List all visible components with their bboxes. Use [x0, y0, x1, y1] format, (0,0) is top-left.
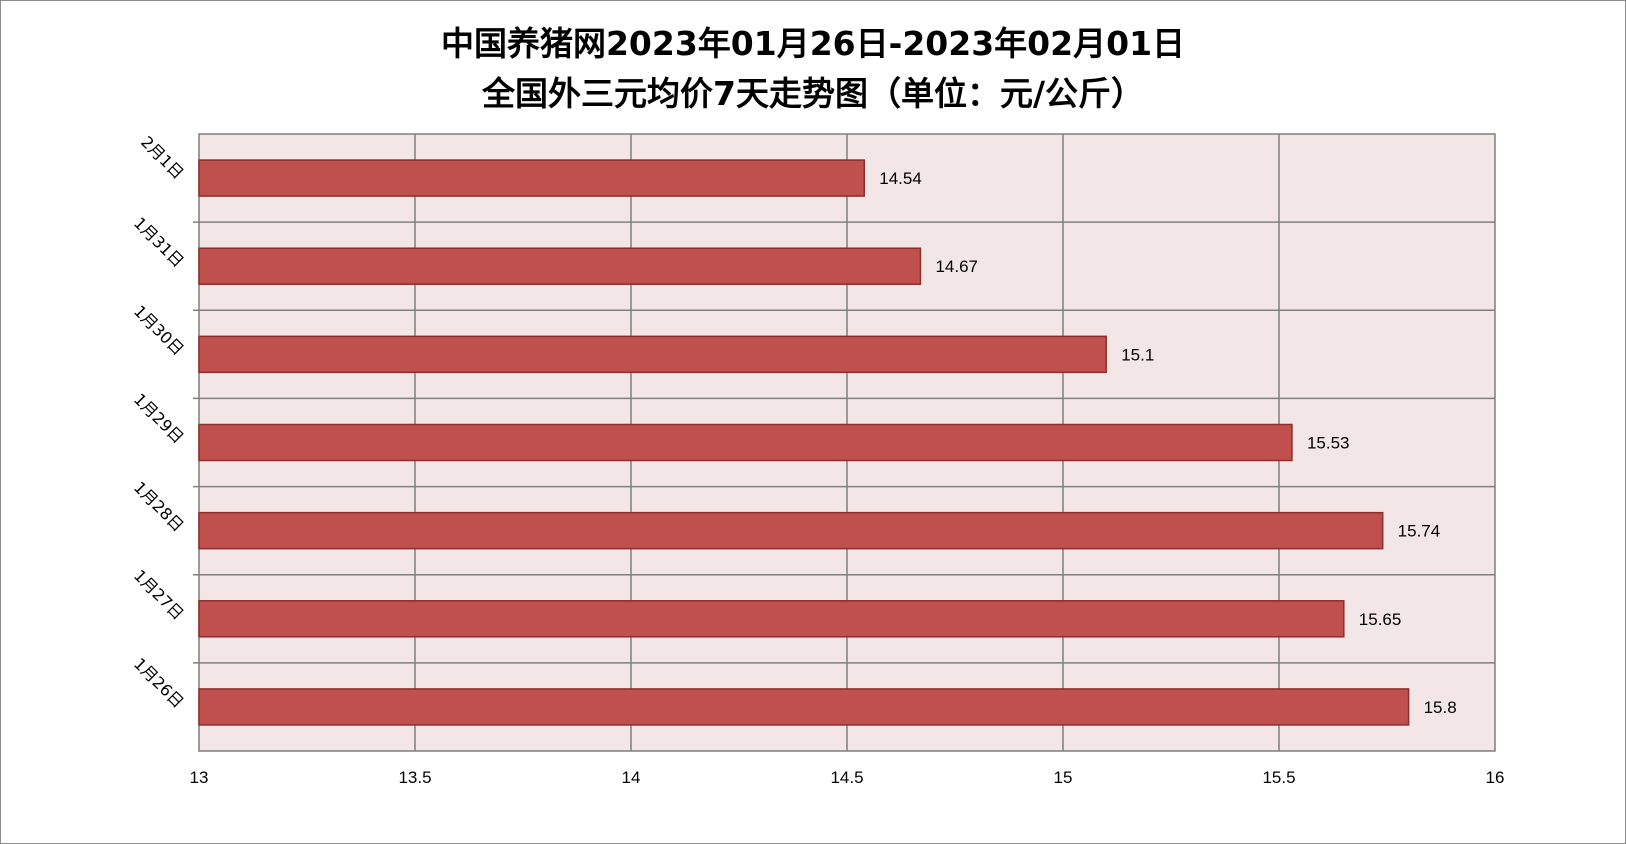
x-tick-label: 14.5	[830, 768, 863, 787]
category-label: 1月26日	[130, 654, 188, 712]
bar-1	[198, 159, 866, 197]
x-tick-label: 16	[1486, 768, 1505, 787]
x-tick-label: 15.5	[1262, 768, 1295, 787]
category-label: 1月28日	[130, 478, 188, 536]
chart-title-line1: 中国养猪网2023年01月26日-2023年02月01日	[440, 24, 1186, 63]
x-tick-label: 13.5	[398, 768, 431, 787]
bar-2	[198, 247, 922, 285]
data-label: 15.8	[1424, 698, 1457, 717]
bar-3	[198, 335, 1107, 374]
category-label: 1月30日	[130, 302, 188, 360]
chart-title-line2: 全国外三元均价7天走势图（单位：元/公斤）	[481, 74, 1144, 113]
data-label: 15.53	[1307, 434, 1350, 453]
category-label: 1月31日	[130, 213, 188, 271]
x-tick-label: 15	[1054, 768, 1073, 787]
category-label: 1月29日	[130, 390, 188, 448]
bar-7	[198, 688, 1410, 726]
data-label: 14.67	[935, 257, 978, 276]
data-label: 15.65	[1359, 610, 1402, 629]
chart-title: 中国养猪网2023年01月26日-2023年02月01日 全国外三元均价7天走势…	[1, 19, 1625, 119]
data-label: 15.1	[1121, 345, 1154, 364]
bar-4	[198, 423, 1293, 462]
x-tick-label: 13	[190, 768, 209, 787]
x-tick-label: 14	[622, 768, 641, 787]
category-label: 2月1日	[137, 132, 187, 182]
bar-5	[198, 511, 1384, 550]
bar-6	[198, 600, 1345, 638]
category-label: 1月27日	[130, 566, 188, 624]
data-label: 14.54	[879, 169, 922, 188]
data-label: 15.74	[1398, 522, 1441, 541]
